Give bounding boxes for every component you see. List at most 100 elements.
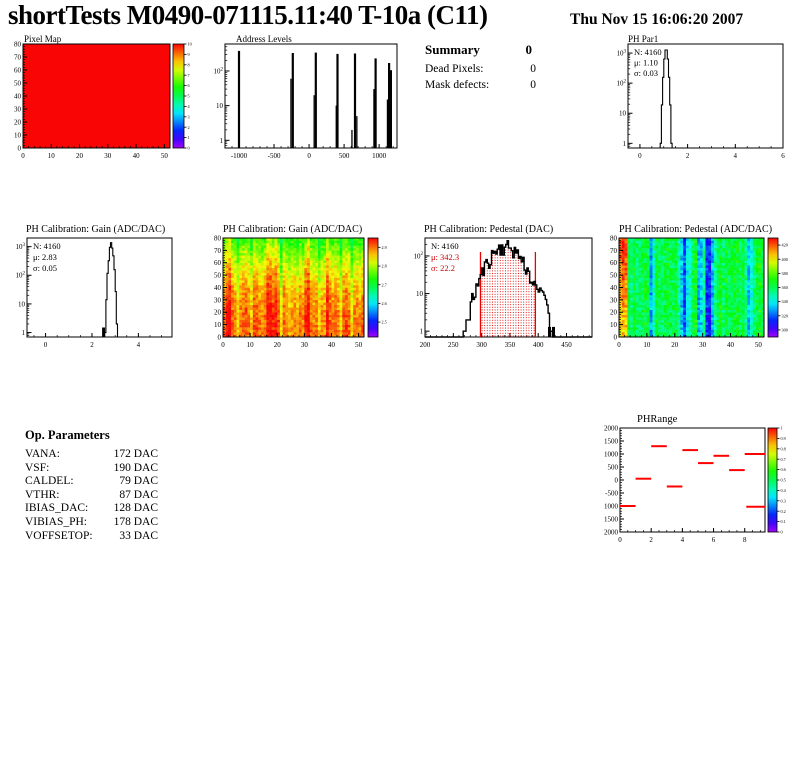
svg-text:N: 4160: N: 4160 — [634, 47, 662, 57]
parameter-value: 0 — [530, 63, 536, 75]
parameter-value: 79 DAC — [119, 475, 158, 488]
svg-text:60: 60 — [610, 259, 618, 267]
svg-text:80: 80 — [610, 234, 618, 242]
gain-histogram-chart: 0 2 4 1 10 102 103 N: 4160 μ: 2.83 σ: 0.05 PH Cali… — [0, 218, 199, 358]
svg-text:50: 50 — [610, 272, 618, 280]
svg-text:1000: 1000 — [372, 152, 387, 160]
parameter-label: VTHR: — [25, 488, 60, 501]
pixel-map-chart: 0 10 20 30 40 50 0 10 20 30 40 50 60 70 80 0 1 2 3 4 5 6 7 8 9 10… — [0, 33, 200, 163]
svg-text:102: 102 — [616, 78, 626, 87]
svg-text:10: 10 — [610, 321, 618, 329]
svg-text:80: 80 — [214, 234, 222, 242]
svg-text:1: 1 — [22, 329, 26, 337]
svg-text:60: 60 — [214, 259, 222, 267]
svg-text:9: 9 — [188, 52, 190, 57]
svg-text:10: 10 — [643, 341, 651, 349]
svg-text:3: 3 — [188, 114, 190, 119]
svg-text:0: 0 — [44, 341, 48, 349]
svg-text:20: 20 — [671, 341, 679, 349]
parameter-row: VANA: 172 DAC — [25, 448, 158, 462]
svg-text:0.6: 0.6 — [781, 467, 786, 472]
svg-text:-1000: -1000 — [231, 152, 248, 160]
svg-text:70: 70 — [610, 247, 618, 255]
svg-text:4: 4 — [734, 152, 738, 160]
svg-text:4: 4 — [137, 341, 141, 349]
parameter-value: 190 DAC — [113, 461, 158, 474]
svg-text:102: 102 — [413, 251, 423, 260]
op-parameters-title: Op. Parameters — [25, 428, 110, 442]
parameter-label: VIBIAS_PH: — [25, 515, 87, 528]
svg-text:40: 40 — [214, 284, 222, 292]
svg-text:μ: 342.3: μ: 342.3 — [431, 252, 459, 262]
svg-text:0: 0 — [638, 152, 642, 160]
svg-text:103: 103 — [15, 242, 25, 251]
parameter-label: VANA: — [25, 448, 60, 460]
gain-map-chart: 0 10 20 30 40 50 0 10 20 30 40 50 60 70 80 2.5 2.6 2.7 2.8… — [199, 218, 398, 358]
svg-text:0: 0 — [614, 333, 618, 341]
svg-text:10: 10 — [619, 110, 627, 118]
svg-text:40: 40 — [133, 152, 141, 160]
svg-text:60: 60 — [14, 66, 22, 74]
svg-text:PH Par1: PH Par1 — [628, 34, 658, 44]
svg-text:250: 250 — [448, 341, 459, 349]
svg-text:2.9: 2.9 — [382, 245, 387, 250]
svg-text:4: 4 — [188, 104, 191, 109]
svg-text:6: 6 — [781, 152, 785, 160]
svg-text:2: 2 — [188, 125, 190, 130]
svg-text:0: 0 — [615, 476, 619, 484]
svg-text:1: 1 — [420, 328, 424, 336]
ph-par1-chart: 0 2 4 6 1 10 102 103 N: 4160 μ: 1.10 σ: 0.03 PH Par… — [597, 33, 796, 163]
svg-text:0.3: 0.3 — [781, 498, 786, 503]
parameter-label: IBIAS_DAC: — [25, 502, 89, 515]
parameter-row: VSF: 190 DAC — [25, 462, 158, 476]
svg-text:N: 4160: N: 4160 — [33, 241, 61, 251]
svg-text:-500: -500 — [268, 152, 281, 160]
svg-text:1500: 1500 — [604, 515, 619, 523]
svg-text:50: 50 — [214, 272, 222, 280]
svg-text:20: 20 — [214, 309, 222, 317]
summary-title: Summary — [425, 42, 480, 57]
parameter-value: 128 DAC — [113, 502, 158, 515]
svg-text:20: 20 — [14, 118, 22, 126]
svg-text:40: 40 — [328, 341, 336, 349]
svg-text:1: 1 — [188, 135, 190, 140]
svg-text:10: 10 — [14, 131, 22, 139]
parameter-row: VOFFSETOP: 33 DAC — [25, 530, 158, 544]
svg-text:10: 10 — [48, 152, 56, 160]
svg-text:10: 10 — [214, 321, 222, 329]
svg-text:0: 0 — [307, 152, 311, 160]
svg-text:40: 40 — [14, 92, 22, 100]
svg-text:103: 103 — [616, 48, 626, 57]
svg-text:8: 8 — [743, 536, 747, 544]
page-title: shortTests M0490-071115.11:40 T-10a (C11… — [8, 0, 488, 30]
summary-header: Summary 0 — [425, 42, 536, 58]
svg-text:30: 30 — [104, 152, 112, 160]
svg-text:PH Calibration: Gain (ADC/DAC): PH Calibration: Gain (ADC/DAC) — [26, 224, 165, 235]
svg-text:Address Levels: Address Levels — [236, 34, 292, 44]
svg-text:7: 7 — [188, 73, 190, 78]
parameter-label: VSF: — [25, 461, 50, 474]
svg-text:40: 40 — [610, 284, 618, 292]
pedestal-map-chart: 0 10 20 30 40 50 0 10 20 30 40 50 60 70 80 300 320 340 360… — [597, 218, 796, 358]
svg-text:30: 30 — [301, 341, 309, 349]
svg-text:200: 200 — [420, 341, 431, 349]
svg-text:320: 320 — [782, 313, 788, 318]
svg-text:0: 0 — [188, 146, 190, 151]
svg-text:0.7: 0.7 — [781, 457, 786, 462]
svg-text:10: 10 — [247, 341, 255, 349]
ph-range-chart: 0 2 4 6 8 2000 1500 1000 500 0 -500 1000 1500 2000 0 0.… — [597, 410, 796, 550]
svg-text:1: 1 — [623, 140, 627, 148]
summary-block: Summary 0 Dead Pixels: 0 Mask defects: 0 — [425, 42, 536, 93]
parameter-label: Mask defects: — [425, 78, 490, 91]
svg-text:2.5: 2.5 — [382, 320, 387, 325]
svg-text:0: 0 — [221, 341, 225, 349]
svg-text:0: 0 — [18, 144, 22, 152]
parameter-value: 178 DAC — [113, 515, 158, 528]
svg-text:PHRange: PHRange — [637, 414, 678, 425]
svg-text:PH Calibration: Pedestal (ADC/: PH Calibration: Pedestal (ADC/DAC) — [619, 224, 772, 235]
svg-text:360: 360 — [782, 285, 788, 290]
svg-text:1: 1 — [220, 137, 224, 145]
svg-text:0: 0 — [781, 530, 783, 535]
svg-text:102: 102 — [15, 271, 25, 280]
